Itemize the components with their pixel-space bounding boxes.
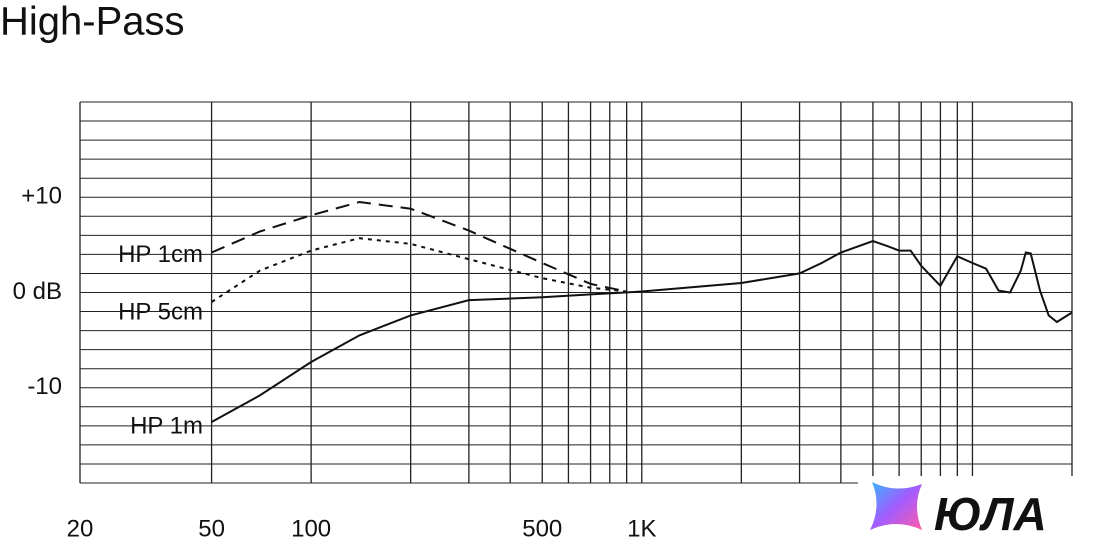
series-line [211,240,1073,423]
x-tick-label: 20 [67,515,94,542]
chart-title: High-Pass [0,0,185,44]
watermark-icon [870,482,922,530]
watermark: ЮЛА [934,488,1047,540]
series-label: HP 5cm [118,298,203,325]
series-line [211,237,627,303]
x-tick-label: 100 [291,515,331,542]
series-line [211,200,627,293]
x-tick-label: 1K [627,515,656,542]
y-tick-label: +10 [21,183,62,210]
y-tick-label: 0 dB [13,278,62,305]
series-label: HP 1m [130,412,203,439]
x-tick-label: 500 [522,515,562,542]
x-tick-label: 50 [198,515,225,542]
y-tick-label: -10 [27,373,62,400]
series-label: HP 1cm [118,241,203,268]
